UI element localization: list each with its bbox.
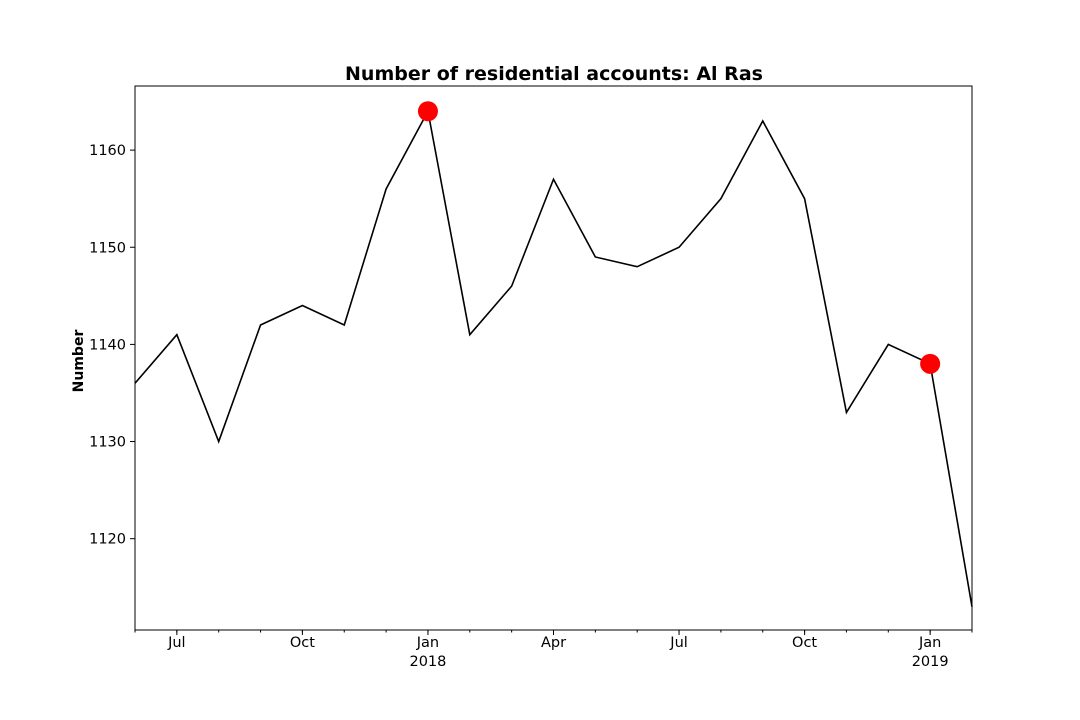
x-tick-label: Oct [792, 635, 817, 651]
plot-area: Jul Oct Jan 2018 Apr Jul Oct Jan 2019 1120 1130 114… [89, 85, 973, 670]
y-tick-label: 1140 [89, 337, 126, 353]
x-tick-label: Jul [669, 635, 688, 651]
x-tick-label: Oct [290, 635, 315, 651]
highlight-marker [920, 353, 941, 374]
data-line [134, 108, 973, 607]
highlight-marker [417, 101, 438, 122]
y-tick-label: 1160 [89, 143, 126, 159]
chart-title: Number of residential accounts: Al Ras [345, 63, 763, 85]
x-tick-label: Jan [416, 635, 439, 651]
x-tick-year-label: 2019 [912, 654, 949, 670]
x-tick-label: Jul [167, 635, 186, 651]
x-tick-label: Apr [541, 635, 566, 651]
y-axis-label: Number [71, 330, 87, 393]
plot-frame [134, 85, 973, 631]
y-tick-label: 1130 [89, 435, 126, 451]
x-tick-year-label: 2018 [409, 654, 446, 670]
y-tick-label: 1120 [89, 532, 126, 548]
y-tick-label: 1150 [89, 240, 126, 256]
x-tick-label: Jan [918, 635, 941, 651]
